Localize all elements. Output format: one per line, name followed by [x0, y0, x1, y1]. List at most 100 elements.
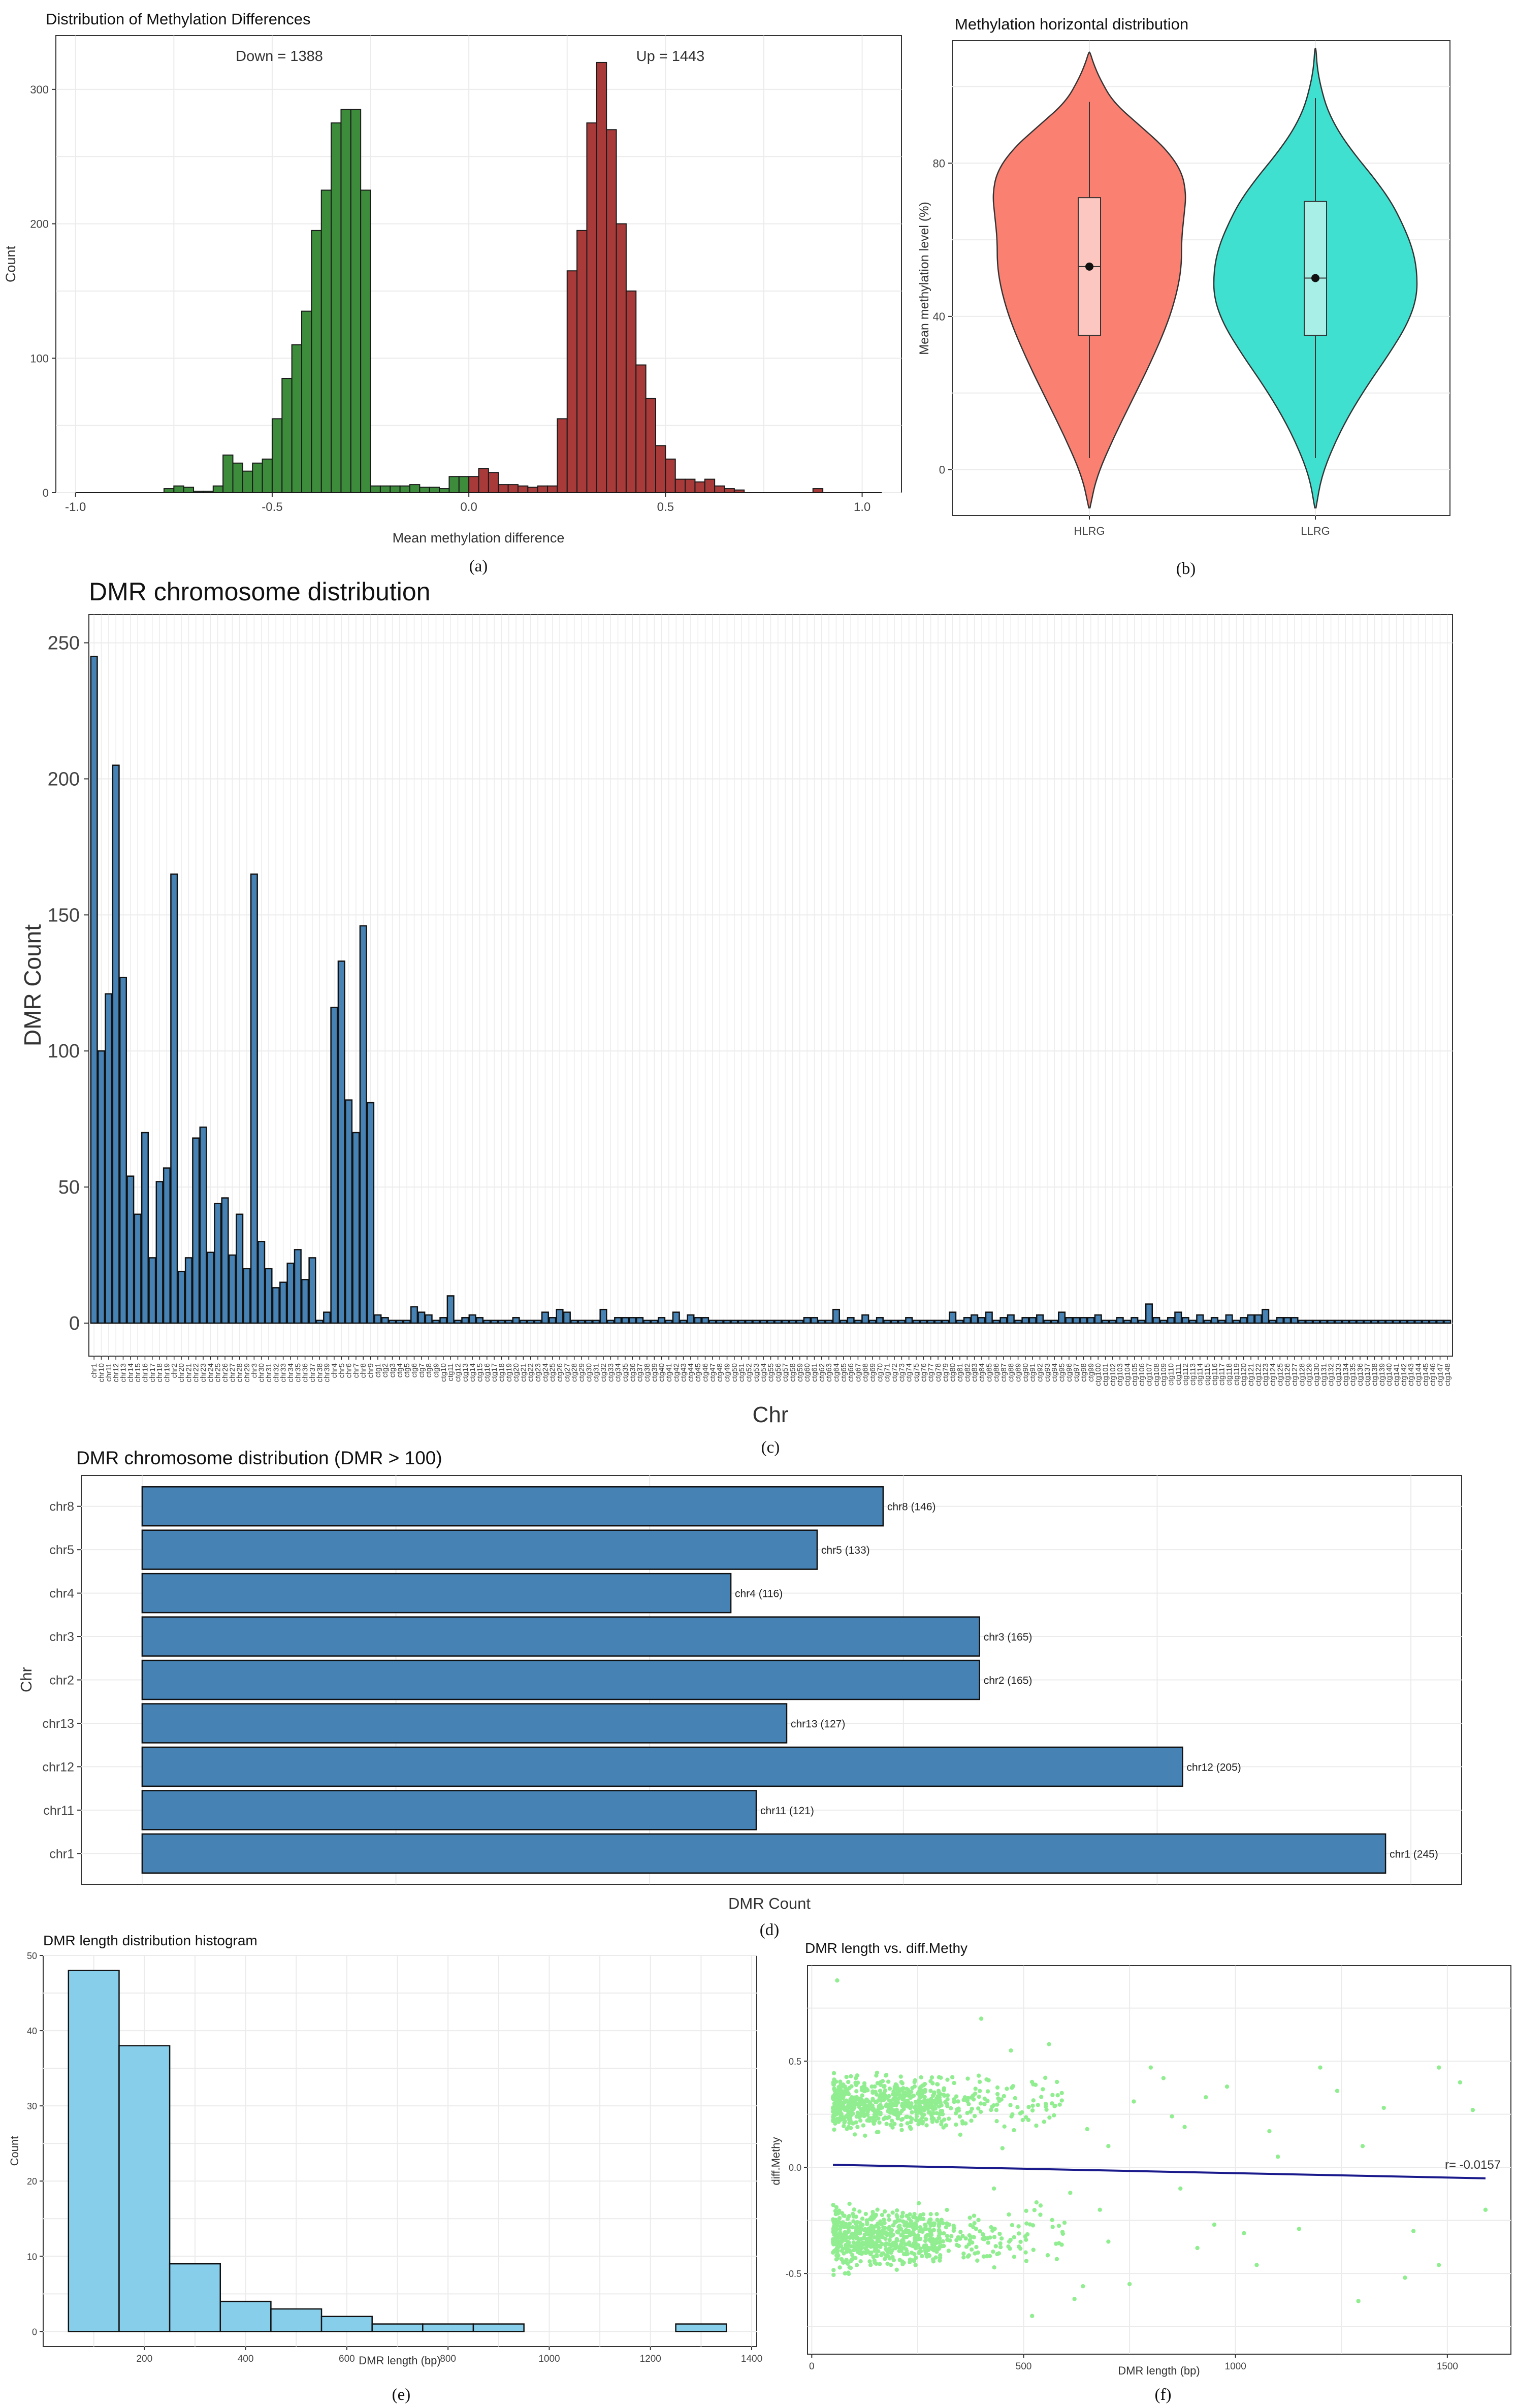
scatter-point [861, 2123, 866, 2128]
chromosome-bar [1225, 1314, 1233, 1324]
scatter-point [1023, 2237, 1028, 2242]
panel-a-y-label: Count [3, 245, 18, 282]
chromosome-bar [1007, 1314, 1015, 1324]
y-tick-label: 40 [27, 2026, 37, 2036]
chromosome-bar [177, 1270, 185, 1324]
x-tick-label: ctg120 [1240, 1363, 1248, 1386]
x-tick-label: ctg121 [1247, 1363, 1255, 1386]
scatter-point [900, 2238, 905, 2242]
x-tick-label: ctg87 [999, 1363, 1008, 1382]
x-tick-label: ctg81 [956, 1363, 964, 1382]
x-tick-label: ctg96 [1065, 1363, 1074, 1382]
scatter-point [864, 2244, 869, 2249]
y-tick-label: 0 [32, 2327, 37, 2337]
x-tick-label: ctg104 [1123, 1363, 1132, 1386]
histogram-bar [320, 189, 332, 494]
scatter-point [969, 2234, 974, 2239]
scatter-point [945, 2104, 950, 2108]
x-tick-label: ctg93 [1043, 1363, 1052, 1382]
histogram-bar [429, 487, 440, 493]
x-tick-label: ctg85 [985, 1363, 993, 1382]
y-tick-label: 50 [27, 1951, 37, 1961]
x-tick-label: ctg36 [628, 1363, 637, 1382]
x-tick-label: ctg77 [927, 1363, 936, 1382]
chromosome-bar [1232, 1320, 1240, 1324]
chromosome-bar [1407, 1320, 1415, 1324]
x-tick-label: ctg86 [992, 1363, 1001, 1382]
scatter-point [920, 2083, 925, 2088]
panel-a-y-ticks: 0 100 200 300 [30, 83, 56, 499]
scatter-point [1027, 2222, 1033, 2227]
chromosome-bar [410, 1306, 418, 1324]
histogram-bar [537, 485, 549, 494]
chromosome-bar [752, 1320, 760, 1324]
scatter-point [890, 2210, 895, 2215]
scatter-point [854, 2226, 859, 2231]
scatter-point [927, 2233, 932, 2238]
x-tick-label: ctg53 [752, 1363, 761, 1382]
x-tick-label: ctg117 [1218, 1363, 1227, 1386]
x-tick-label: chr26 [221, 1363, 230, 1383]
x-tick-label: chr31 [265, 1363, 273, 1383]
x-tick-label: ctg32 [599, 1363, 608, 1382]
chromosome-bar [1014, 1320, 1022, 1324]
x-tick-label: ctg8 [425, 1363, 433, 1377]
chromosome-bar [1269, 1320, 1277, 1324]
scatter-point [1170, 2114, 1174, 2119]
scatter-point [833, 2248, 838, 2252]
scatter-point [911, 2214, 916, 2220]
chromosome-bar [1443, 1320, 1452, 1324]
scatter-point [981, 2254, 986, 2259]
scatter-point [862, 2089, 866, 2094]
x-tick-label: ctg142 [1400, 1363, 1408, 1386]
scatter-point [909, 2103, 913, 2108]
x-tick-label: ctg73 [897, 1363, 906, 1382]
scatter-point [1098, 2207, 1102, 2212]
chromosome-bar [330, 1007, 338, 1324]
scatter-point [834, 2257, 839, 2262]
scatter-point [1297, 2227, 1302, 2231]
histogram-bar [371, 2323, 424, 2332]
chromosome-bar [1327, 1320, 1335, 1324]
scatter-point [854, 2076, 858, 2080]
scatter-point [991, 2249, 995, 2254]
scatter-point [847, 2121, 852, 2125]
scatter-point [941, 2239, 946, 2244]
scatter-point [1026, 2105, 1031, 2109]
scatter-point [910, 2110, 914, 2114]
chromosome-bar [1356, 1320, 1364, 1324]
panel-c-y-label: DMR Count [19, 924, 46, 1047]
scatter-point [835, 1978, 840, 1983]
bar-data-label: chr3 (165) [984, 1631, 1033, 1643]
scatter-point [900, 2259, 905, 2264]
x-tick-label: ctg99 [1087, 1363, 1095, 1382]
scatter-point [962, 2095, 967, 2100]
x-tick-label: ctg46 [701, 1363, 710, 1382]
scatter-point [934, 2237, 939, 2242]
chromosome-bar [112, 764, 120, 1324]
scatter-point [905, 2224, 910, 2228]
x-tick-label: ctg29 [577, 1363, 586, 1382]
bar-data-label: chr5 (133) [821, 1545, 870, 1556]
scatter-point [891, 2108, 896, 2113]
histogram-bar [281, 378, 293, 493]
chromosome-bar [454, 1320, 462, 1324]
scatter-point [977, 2079, 982, 2084]
scatter-point [835, 2243, 840, 2248]
scatter-point [945, 2093, 950, 2098]
chromosome-bar [425, 1314, 433, 1324]
chromosome-bar [1087, 1317, 1095, 1324]
x-tick-label: ctg91 [1028, 1363, 1037, 1382]
x-tick-label: ctg125 [1276, 1363, 1284, 1386]
chromosome-bar [286, 1262, 295, 1324]
scatter-point [973, 2251, 977, 2256]
chromosome-bar [432, 1320, 440, 1324]
scatter-point [992, 2265, 996, 2270]
scatter-point [966, 2102, 971, 2106]
scatter-point [998, 2241, 1003, 2246]
histogram-bar [468, 476, 479, 493]
chromosome-bar [577, 1320, 586, 1324]
scatter-point [952, 2100, 956, 2104]
scatter-point [976, 2218, 981, 2223]
chromosome-bar [221, 1197, 229, 1324]
